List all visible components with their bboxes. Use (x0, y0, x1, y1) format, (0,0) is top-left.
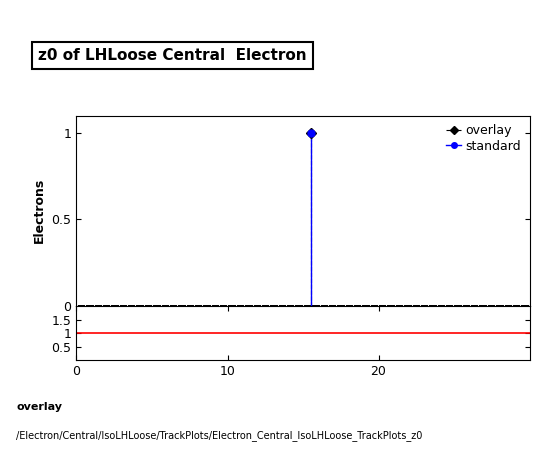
Text: z0 of LHLoose Central  Electron: z0 of LHLoose Central Electron (38, 48, 307, 63)
Legend: overlay, standard: overlay, standard (444, 122, 524, 155)
Y-axis label: Electrons: Electrons (33, 178, 46, 243)
Text: /Electron/Central/IsoLHLoose/TrackPlots/Electron_Central_IsoLHLoose_TrackPlots_z: /Electron/Central/IsoLHLoose/TrackPlots/… (16, 430, 423, 441)
Text: overlay: overlay (16, 402, 62, 412)
